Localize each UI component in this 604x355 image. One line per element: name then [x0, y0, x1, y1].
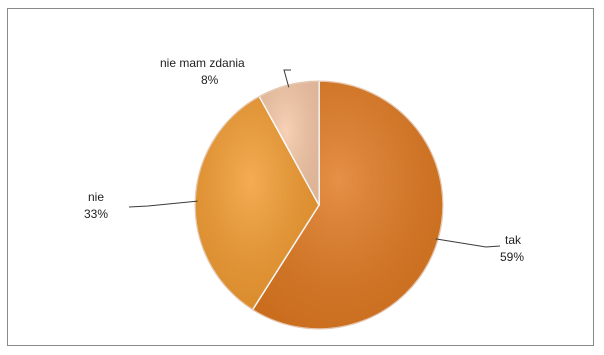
pie-chart: tak 59% nie 33% nie mam zdania 8% — [84, 56, 524, 330]
pie-slice-shade-tak — [252, 81, 443, 330]
leader-line-tak — [435, 238, 501, 248]
chart-area: tak 59% nie 33% nie mam zdania 8% — [7, 8, 594, 346]
slice-value-nie: 33% — [84, 207, 108, 221]
leader-line-nie-mam-zdania — [283, 69, 291, 88]
slice-label-nie: nie — [88, 190, 104, 204]
leader-line-nie — [128, 200, 198, 208]
slice-value-tak: 59% — [500, 250, 524, 264]
slice-value-nie-mam-zdania: 8% — [201, 73, 219, 87]
pie-slice-shade-nie-mam-zdania — [259, 81, 319, 205]
slice-label-tak: tak — [505, 233, 522, 247]
pie-rim — [194, 80, 444, 330]
slice-label-nie-mam-zdania: nie mam zdania — [160, 56, 245, 70]
